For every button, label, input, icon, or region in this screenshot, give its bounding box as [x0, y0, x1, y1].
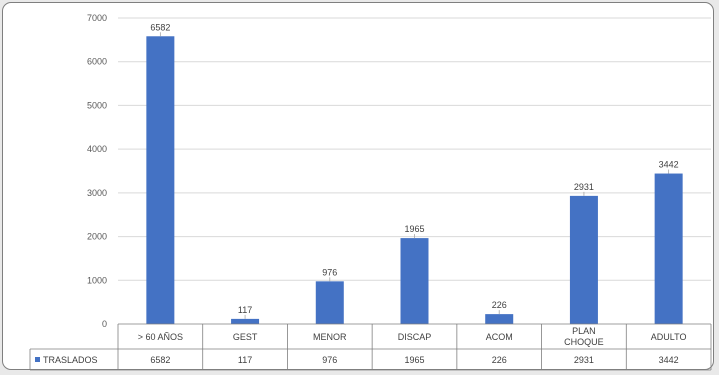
- table-value-cell: 3442: [659, 355, 679, 365]
- data-label: 3442: [659, 160, 679, 170]
- legend-key: [35, 357, 40, 362]
- y-tick-label: 7000: [87, 13, 107, 23]
- x-category-label: GEST: [233, 332, 258, 342]
- data-label: 976: [322, 267, 337, 277]
- bar: [485, 314, 514, 324]
- x-category-label: MENOR: [313, 332, 347, 342]
- bar: [315, 281, 344, 324]
- bar: [146, 36, 175, 324]
- bar: [400, 238, 429, 324]
- y-tick-label: 2000: [87, 232, 107, 242]
- legend-series-name: TRASLADOS: [43, 355, 98, 365]
- y-tick-label: 5000: [87, 100, 107, 110]
- y-tick-label: 4000: [87, 144, 107, 154]
- data-label: 117: [238, 305, 252, 315]
- data-label: 226: [492, 300, 507, 310]
- table-value-cell: 6582: [150, 355, 170, 365]
- bar: [569, 195, 598, 324]
- x-category-label: ACOM: [486, 332, 513, 342]
- y-tick-label: 6000: [87, 57, 107, 67]
- table-value-cell: 1965: [404, 355, 424, 365]
- bar: [654, 173, 683, 324]
- table-value-cell: 117: [238, 355, 252, 365]
- data-label: 1965: [404, 224, 424, 234]
- x-category-label: ADULTO: [651, 332, 687, 342]
- x-category-label: PLAN CHOQUE: [564, 326, 604, 347]
- bar: [231, 318, 260, 324]
- x-category-label: > 60 AÑOS: [138, 332, 183, 342]
- data-label: 6582: [150, 22, 170, 32]
- table-value-cell: 2931: [574, 355, 594, 365]
- y-tick-label: 0: [102, 319, 107, 329]
- table-value-cell: 976: [322, 355, 337, 365]
- table-value-cell: 226: [492, 355, 507, 365]
- x-category-label: DISCAP: [398, 332, 432, 342]
- data-label: 2931: [574, 182, 594, 192]
- y-tick-label: 3000: [87, 188, 107, 198]
- y-tick-label: 1000: [87, 275, 107, 285]
